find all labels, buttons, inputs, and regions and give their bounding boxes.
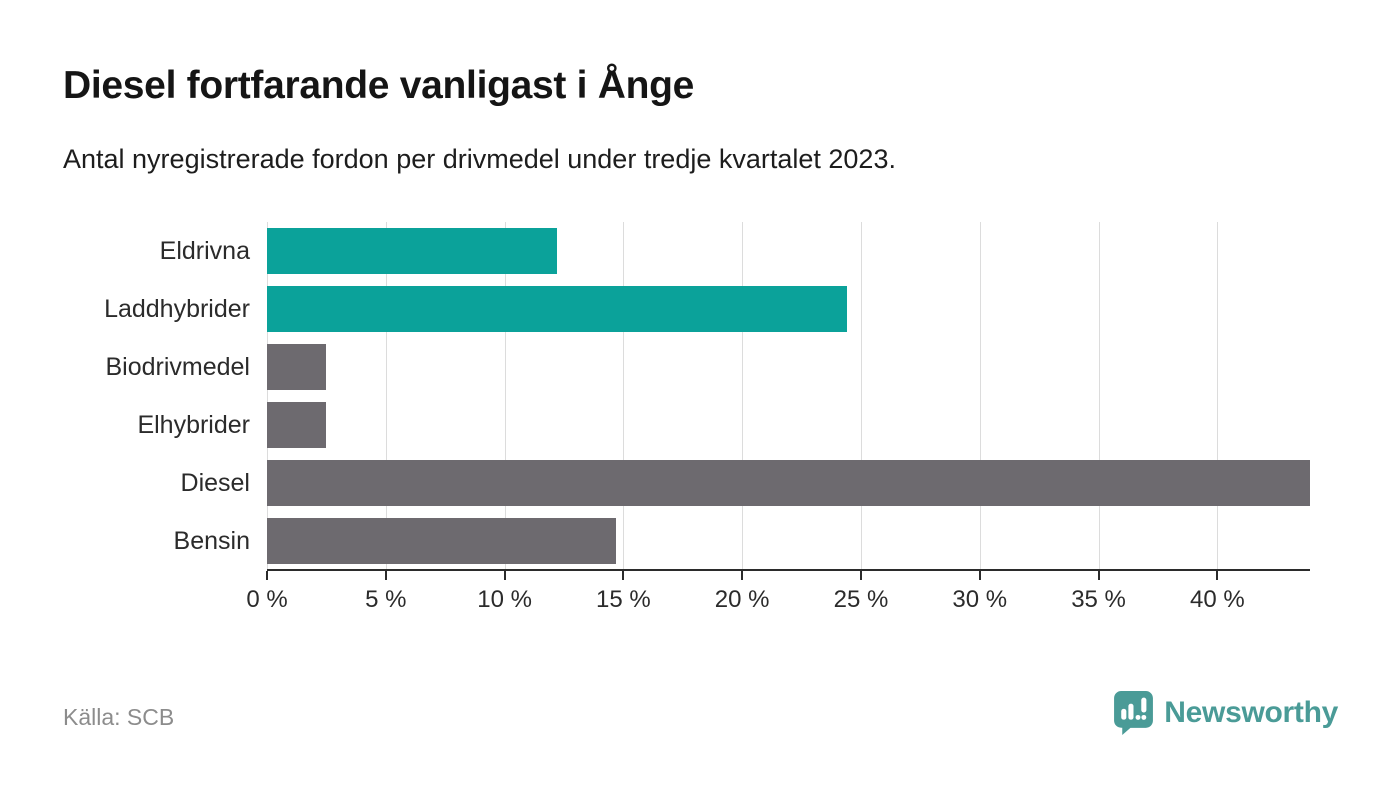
plot-area: Eldrivna Laddhybrider Biodrivmedel Elhybrid… [104,222,1310,613]
x-tick-label: 35 % [1071,586,1126,613]
gridline [1217,222,1219,570]
x-tick-label: 5 % [365,586,407,613]
gridline [623,222,625,570]
gridline [385,222,387,570]
bar-biodrivmedel [267,344,327,390]
x-tick [266,571,268,580]
newsworthy-logo: Newsworthy [1113,690,1338,735]
source-note: Källa: SCB [63,704,175,730]
chart-title: Diesel fortfarande vanligast i Ånge [63,64,695,107]
gridline [1098,222,1100,570]
x-tick-label: 0 % [246,586,288,613]
x-tick-label: 15 % [596,586,651,613]
category-label: Diesel [180,468,250,497]
x-tick-label: 20 % [714,586,770,613]
gridline [860,222,862,570]
category-label: Eldrivna [159,236,250,265]
x-tick [384,571,387,580]
bar-eldrivna [267,228,557,274]
chart-subtitle: Antal nyregistrerade fordon per drivmede… [63,144,896,174]
bar-bensin [267,518,617,564]
gridline [267,222,268,570]
bar-row: Eldrivna [160,222,1310,280]
gridline [979,222,981,570]
bar-row: Elhybrider [137,396,1310,454]
newsworthy-bar-chart-bubble-icon [1114,691,1154,735]
x-tick [622,571,625,580]
bar-elhybrider [267,402,327,448]
x-tick-label: 30 % [952,586,1008,613]
category-label: Biodrivmedel [105,352,250,381]
gridline [742,222,744,570]
x-tick [1216,571,1219,580]
gridline [504,222,506,570]
bar-row: Bensin [174,512,1310,570]
x-tick-label: 10 % [477,586,532,613]
bar-row: Diesel [181,454,1310,512]
x-tick [1097,571,1100,580]
bar-row: Biodrivmedel [105,338,1310,396]
x-axis-line [267,569,1310,571]
category-label: Laddhybrider [104,294,250,323]
bar-row: Laddhybrider [104,280,1310,338]
x-tick [741,571,744,580]
category-label: Bensin [173,526,250,555]
x-tick [859,571,862,580]
x-tick [503,571,506,580]
bar-laddhybrider [267,286,847,332]
x-tick-label: 40 % [1189,586,1245,613]
x-tick [978,571,981,580]
bar-diesel [267,460,1310,506]
newsworthy-logo-text: Newsworthy [1164,695,1338,729]
category-label: Elhybrider [137,410,250,439]
x-tick-label: 25 % [833,586,889,613]
